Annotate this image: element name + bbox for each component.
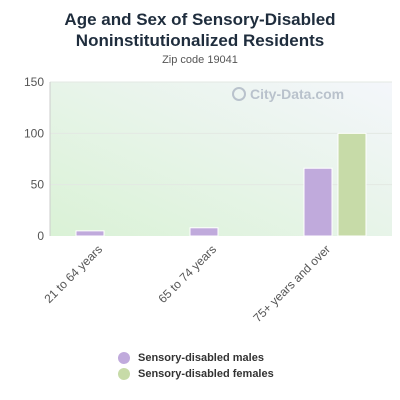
watermark: City-Data.com [232,86,344,102]
x-tick-label: 21 to 64 years [41,242,105,306]
y-tick-label: 100 [24,126,44,140]
x-tick-label: 75+ years and over [250,242,333,325]
chart-title: Age and Sex of Sensory-Disabled Noninsti… [64,10,336,50]
bar-males[interactable] [303,167,333,237]
legend: Sensory-disabled males Sensory-disabled … [118,350,274,382]
legend-label-females: Sensory-disabled females [138,368,274,380]
legend-item-females: Sensory-disabled females [118,366,274,382]
bar-females[interactable] [337,132,367,237]
legend-label-males: Sensory-disabled males [138,352,264,364]
y-tick-label: 150 [24,75,44,89]
x-tick-label: 65 to 74 years [155,242,219,306]
y-tick-label: 50 [31,178,45,192]
legend-swatch-females [118,368,130,380]
bar-males[interactable] [189,227,219,237]
legend-item-males: Sensory-disabled males [118,350,274,366]
y-tick-label: 0 [37,229,44,243]
watermark-text: City-Data.com [250,86,345,102]
legend-swatch-males [118,352,130,364]
bar-males[interactable] [75,230,105,237]
plot-area [50,82,392,236]
chart-subtitle: Zip code 19041 [162,54,238,66]
magnifier-icon [232,87,246,101]
